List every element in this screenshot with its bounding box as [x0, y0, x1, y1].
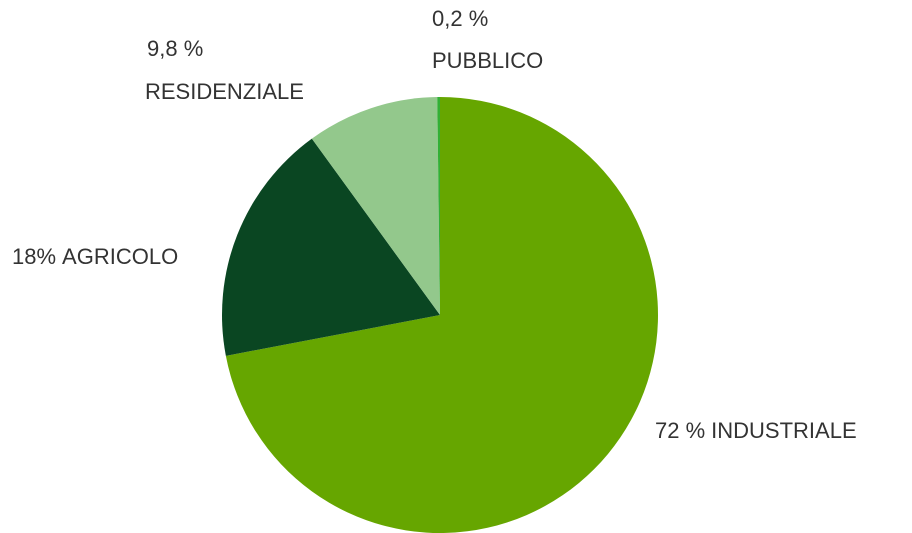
slice-category-label: RESIDENZIALE	[145, 79, 304, 104]
slice-category-label: PUBBLICO	[432, 48, 543, 73]
slice-value-label: 72 %	[655, 418, 705, 443]
slice-value-label: 0,2 %	[432, 6, 488, 31]
pie-slice	[311, 97, 440, 315]
pie-slice	[222, 138, 440, 356]
slice-label: 18% AGRICOLO	[12, 244, 178, 269]
slice-label: 72 % INDUSTRIALE	[655, 418, 857, 443]
slice-value-label: 18%	[12, 244, 56, 269]
slice-value-label: 9,8 %	[147, 36, 203, 61]
slice-category-label: INDUSTRIALE	[711, 418, 856, 443]
pie-slice	[437, 97, 440, 315]
pie-slice	[225, 97, 658, 533]
slice-category-label: AGRICOLO	[62, 244, 178, 269]
